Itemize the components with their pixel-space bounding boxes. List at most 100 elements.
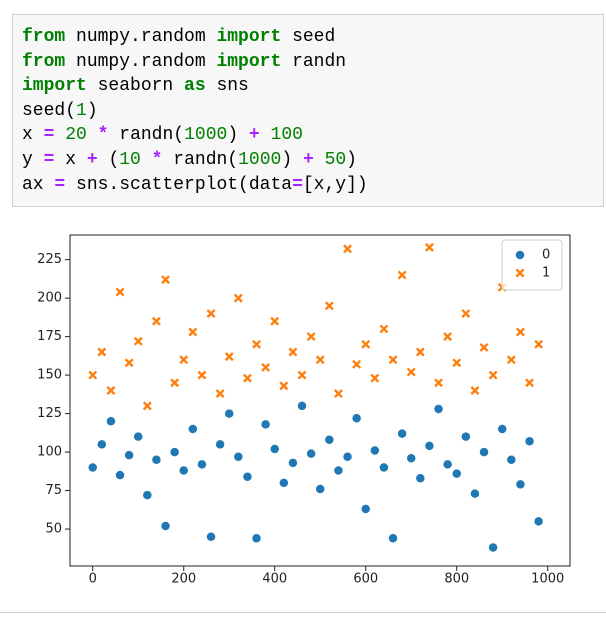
- code-token: +: [302, 149, 314, 170]
- point: [306, 448, 317, 459]
- point: [397, 270, 407, 280]
- code-token: numpy.random: [65, 51, 217, 72]
- code-token: randn(: [162, 149, 239, 170]
- point: [524, 436, 535, 447]
- point: [142, 401, 152, 411]
- point: [424, 440, 435, 451]
- code-line: y = x + (10 * randn(1000) + 50): [22, 148, 603, 173]
- point: [442, 459, 453, 470]
- cell-separator: [0, 612, 606, 613]
- point: [525, 378, 534, 388]
- code-token: =: [43, 149, 55, 170]
- point: [252, 339, 261, 349]
- code-token: 1000: [238, 149, 282, 170]
- point: [342, 451, 353, 462]
- point: [270, 316, 280, 326]
- point: [415, 473, 426, 484]
- point: [469, 488, 480, 499]
- y-tick-label: 150: [37, 368, 62, 383]
- point: [161, 275, 170, 285]
- point: [215, 439, 226, 450]
- code-cell[interactable]: from numpy.random import seed from numpy.…: [12, 14, 604, 207]
- point: [451, 468, 462, 479]
- point: [479, 342, 489, 352]
- code-token: =: [54, 174, 66, 195]
- point: [178, 465, 189, 476]
- point: [151, 316, 161, 326]
- code-token: import: [216, 27, 282, 47]
- code-line: seed(1): [22, 99, 603, 124]
- point: [470, 386, 480, 395]
- point: [361, 339, 371, 349]
- code-token: =: [292, 174, 303, 195]
- point: [160, 521, 171, 531]
- code-token: [x,y]): [302, 174, 368, 195]
- point: [106, 386, 116, 395]
- point: [506, 355, 516, 365]
- point: [324, 434, 335, 445]
- code-token: randn: [281, 51, 347, 72]
- point: [306, 332, 316, 342]
- point: [142, 490, 153, 501]
- code-token: seed: [281, 27, 336, 47]
- point: [406, 453, 417, 464]
- point: [169, 447, 180, 458]
- point: [461, 309, 471, 318]
- point: [443, 332, 453, 342]
- point: [97, 347, 107, 357]
- point: [179, 355, 189, 365]
- point: [388, 355, 398, 365]
- x-tick-label: 1000: [531, 572, 564, 587]
- x-tick-label: 0: [89, 572, 97, 587]
- point: [105, 416, 116, 427]
- code-token: sns: [205, 76, 249, 97]
- point: [224, 352, 234, 362]
- point: [424, 242, 434, 252]
- code-line: import seaborn as sns: [22, 74, 603, 99]
- point: [343, 244, 352, 254]
- code-line: from numpy.random import randn: [22, 50, 603, 75]
- point: [315, 355, 325, 365]
- point: [497, 424, 508, 434]
- point: [151, 454, 162, 465]
- code-token: (: [97, 149, 120, 170]
- point: [279, 381, 289, 391]
- point: [370, 373, 380, 383]
- code-token: 10: [119, 149, 141, 170]
- point: [96, 439, 107, 450]
- legend-marker: [515, 250, 525, 260]
- code-token: seed(: [22, 100, 77, 121]
- code-token: 100: [270, 125, 303, 146]
- code-token: x: [22, 125, 44, 146]
- code-token: 1000: [184, 125, 228, 146]
- code-token: sns.scatterplot(data: [65, 174, 293, 195]
- point: [206, 309, 216, 318]
- y-tick-label: 200: [37, 291, 62, 306]
- point: [406, 367, 416, 377]
- legend-label: 1: [542, 266, 550, 281]
- x-tick-label: 400: [262, 572, 287, 587]
- code-token: randn(: [108, 125, 185, 146]
- point: [360, 504, 371, 514]
- code-token: ): [227, 125, 249, 146]
- plot-frame: [69, 234, 571, 567]
- code-token: 1: [76, 100, 87, 121]
- code-token: import: [216, 51, 282, 72]
- code-token: *: [97, 125, 109, 146]
- point: [297, 400, 307, 411]
- point: [196, 459, 207, 470]
- y-tick-label: 125: [37, 406, 62, 421]
- legend-label: 0: [542, 248, 550, 263]
- point: [260, 419, 271, 430]
- code-token: +: [86, 149, 98, 170]
- point: [170, 378, 180, 388]
- code-token: *: [151, 149, 163, 170]
- point: [515, 479, 526, 490]
- point: [115, 470, 125, 481]
- point: [206, 531, 216, 542]
- x-tick-label: 200: [171, 572, 196, 587]
- point: [215, 389, 225, 399]
- point: [534, 339, 544, 349]
- point: [352, 359, 362, 369]
- code-line: from numpy.random import seed: [22, 25, 603, 50]
